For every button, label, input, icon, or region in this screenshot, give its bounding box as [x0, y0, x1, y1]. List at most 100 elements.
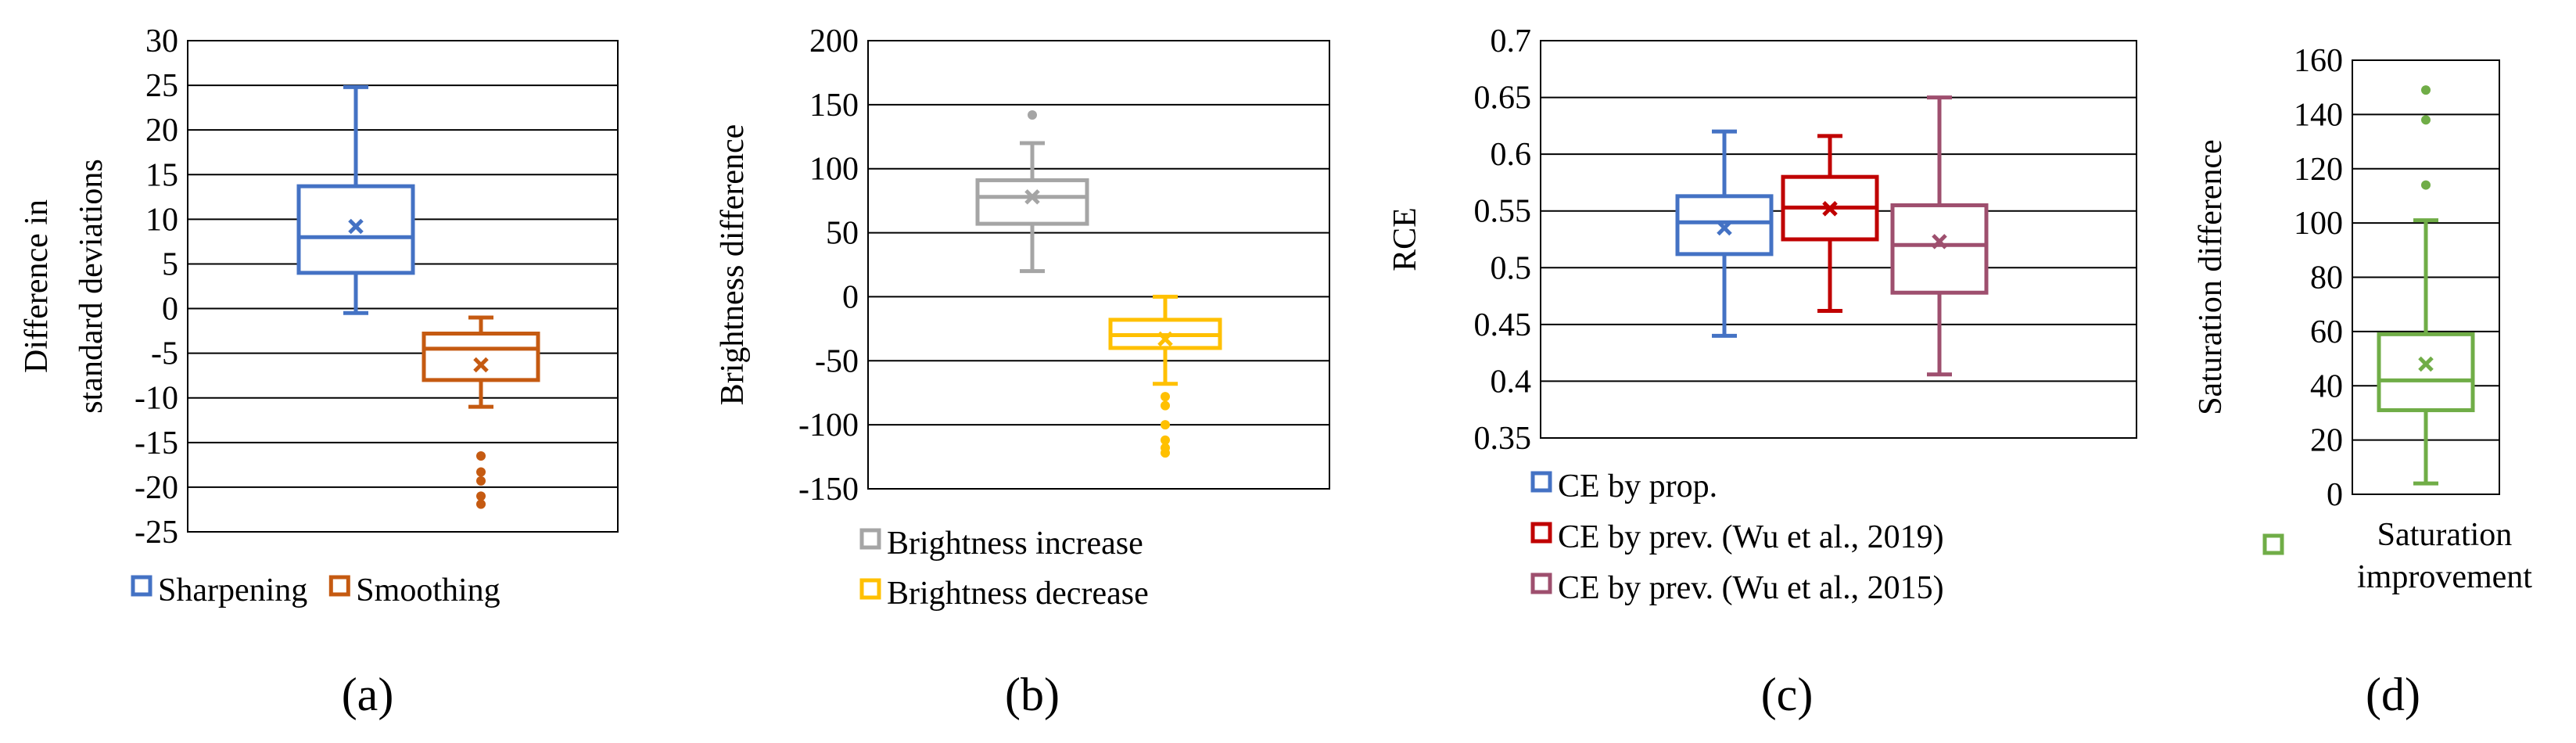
legend-label: improvement: [2357, 559, 2532, 595]
y-tick-label: 5: [162, 246, 178, 282]
box-iqr: [1890, 203, 1989, 295]
legend-label: Saturation: [2377, 517, 2513, 553]
box-series-1: [975, 109, 1089, 274]
outlier-point: [476, 476, 486, 486]
legend-swatch: [1530, 471, 1552, 493]
y-tick-label: 0.35: [1474, 421, 1532, 457]
y-tick-label: 20: [145, 113, 178, 149]
legend-label: Smoothing: [356, 573, 500, 608]
y-tick-label: 200: [809, 23, 859, 59]
y-axis-label: standard deviations: [74, 159, 109, 413]
y-tick-label: 10: [145, 202, 178, 238]
box-iqr: [975, 178, 1089, 226]
chart-panel-3: 0.7 0.65 0.6 0.55 0.5 0.45 0.4 0.35 RCE CE by pro…: [1387, 23, 2137, 720]
box-series-2: [1108, 294, 1222, 458]
legend-label: CE by prev. (Wu et al., 2019): [1558, 519, 1944, 555]
y-tick-label: 140: [2294, 97, 2343, 133]
legend-label: Sharpening: [158, 573, 307, 608]
box-iqr: [296, 184, 415, 275]
y-tick-label: 0.5: [1491, 250, 1532, 286]
outlier-point: [476, 491, 486, 501]
box-iqr: [2377, 332, 2475, 412]
y-tick-label: 0.6: [1491, 137, 1532, 173]
plot-area: [867, 40, 1330, 490]
legend-label: CE by prop.: [1558, 468, 1717, 504]
mean-marker: [1024, 188, 1040, 205]
legend-entry-2: Brightness decrease: [859, 576, 1149, 612]
y-tick-label: 100: [2294, 206, 2343, 242]
legend-entry-1: Saturation improvement: [2262, 517, 2532, 595]
y-tick-label: 0: [2327, 477, 2343, 513]
legend-swatch: [1530, 573, 1552, 594]
y-tick-label: -50: [815, 343, 859, 379]
mean-marker: [473, 357, 489, 373]
outlier-point: [1028, 109, 1037, 120]
outlier-point: [1161, 435, 1170, 445]
outlier-point: [2421, 115, 2431, 125]
y-tick-label: -25: [135, 515, 178, 551]
panel-label: (d): [2366, 669, 2420, 720]
mean-marker: [1157, 331, 1173, 347]
outlier-point: [476, 467, 486, 477]
y-tick-label: 50: [826, 216, 859, 252]
box-iqr: [1675, 194, 1774, 257]
panel-label: (b): [1005, 669, 1060, 720]
outlier-point: [1161, 392, 1170, 402]
legend-entry-1: Sharpening: [131, 573, 307, 608]
y-tick-label: -20: [135, 470, 178, 506]
legend-entry-1: Brightness increase: [859, 526, 1143, 562]
outlier-point: [1161, 448, 1170, 458]
y-tick-label: 0.4: [1491, 364, 1532, 400]
legend-entry-2: CE by prev. (Wu et al., 2019): [1530, 519, 1944, 555]
chart-panel-4: 160 140 120 100 80 60 40 20 0 Saturation differen…: [2193, 43, 2532, 720]
mean-marker: [348, 218, 364, 235]
outlier-point: [1161, 400, 1170, 411]
y-tick-label: 150: [809, 88, 859, 124]
y-axis-label: Brightness difference: [715, 124, 751, 406]
box-series-2: [422, 315, 540, 509]
y-axis-label: Saturation difference: [2193, 139, 2229, 415]
box-series-2: [1781, 134, 1879, 313]
mean-marker: [1717, 220, 1732, 236]
outlier-point: [476, 450, 486, 461]
legend-swatch: [1530, 522, 1552, 544]
outlier-point: [476, 499, 486, 509]
box-series-1: [1675, 129, 1774, 338]
outlier-point: [1161, 420, 1170, 430]
y-tick-label: -10: [135, 381, 178, 417]
y-axis-label: RCE: [1387, 207, 1423, 271]
plot-area: [1540, 40, 2137, 439]
y-tick-label: -100: [798, 407, 859, 443]
y-tick-label: 120: [2294, 152, 2343, 188]
y-tick-label: 25: [145, 68, 178, 104]
legend-entry-3: CE by prev. (Wu et al., 2015): [1530, 570, 1944, 606]
mean-marker: [1932, 234, 1947, 249]
y-tick-label: 0.65: [1474, 81, 1532, 117]
y-axis-label: Difference in: [19, 199, 55, 373]
panel-label: (a): [342, 669, 394, 720]
y-tick-label: 0.55: [1474, 194, 1532, 230]
legend-swatch: [859, 578, 881, 600]
box-iqr: [422, 332, 540, 382]
legend-entry-2: Smoothing: [328, 573, 500, 608]
y-tick-label: 60: [2310, 314, 2343, 350]
mean-marker: [2418, 356, 2434, 372]
legend-swatch: [328, 575, 350, 597]
y-tick-label: -5: [151, 336, 178, 372]
outlier-point: [2421, 180, 2431, 190]
y-tick-label: -150: [798, 472, 859, 508]
y-tick-label: 80: [2310, 260, 2343, 296]
mean-marker: [1822, 201, 1838, 217]
legend-label: Brightness decrease: [887, 576, 1149, 612]
y-tick-label: 160: [2294, 43, 2343, 79]
legend-label: CE by prev. (Wu et al., 2015): [1558, 570, 1944, 606]
y-tick-label: 0: [842, 279, 859, 315]
y-tick-label: 0: [162, 292, 178, 328]
legend-swatch: [859, 528, 881, 550]
chart-panel-2: 200 150 100 50 0 -50 -100 -150 Brightness differ…: [715, 23, 1330, 720]
legend-swatch: [131, 575, 152, 597]
legend-label: Brightness increase: [887, 526, 1143, 562]
y-tick-label: 0.45: [1474, 307, 1532, 343]
box-series-1: [296, 84, 415, 315]
